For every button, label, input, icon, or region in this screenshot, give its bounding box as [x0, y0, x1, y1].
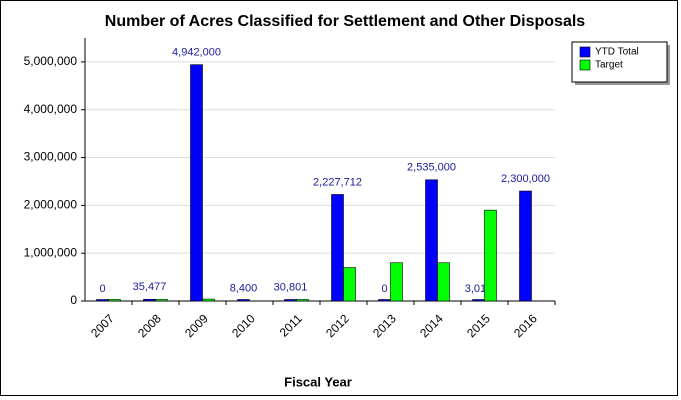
y-tick-label: 1,000,000	[24, 245, 78, 259]
bar	[343, 267, 356, 302]
chart-title: Number of Acres Classified for Settlemen…	[105, 13, 586, 30]
x-axis-title: Fiscal Year	[284, 374, 352, 389]
bar	[143, 299, 156, 302]
legend-label: YTD Total	[595, 47, 639, 58]
data-label: 0	[381, 283, 387, 295]
bar	[202, 298, 215, 302]
bar	[437, 262, 450, 302]
bar	[108, 299, 121, 302]
data-label: 2,227,712	[313, 176, 362, 188]
bar	[472, 299, 485, 302]
bar	[296, 299, 309, 302]
bar	[284, 299, 297, 302]
data-label: 2,535,000	[407, 162, 456, 174]
bar	[155, 299, 168, 302]
data-label: 30,801	[274, 281, 308, 293]
y-tick-label: 3,000,000	[24, 150, 78, 164]
data-label: 2,300,000	[501, 173, 550, 185]
bar	[390, 262, 403, 302]
y-tick-label: 5,000,000	[24, 54, 78, 68]
y-tick-label: 0	[70, 293, 77, 307]
data-label: 35,477	[133, 281, 167, 293]
bar	[425, 179, 438, 302]
bar	[237, 299, 250, 302]
y-tick-label: 4,000,000	[24, 102, 78, 116]
y-tick-label: 2,000,000	[24, 198, 78, 212]
data-label: 4,942,000	[172, 47, 221, 59]
legend-swatch	[579, 46, 591, 58]
bar	[378, 299, 391, 302]
bar	[190, 64, 203, 302]
bar	[331, 194, 344, 302]
data-label: 0	[99, 283, 105, 295]
data-label: 8,400	[230, 283, 258, 295]
legend-label: Target	[595, 60, 623, 71]
bar	[519, 190, 532, 302]
bar	[484, 209, 497, 302]
legend-swatch	[579, 59, 591, 71]
bar	[96, 299, 109, 302]
